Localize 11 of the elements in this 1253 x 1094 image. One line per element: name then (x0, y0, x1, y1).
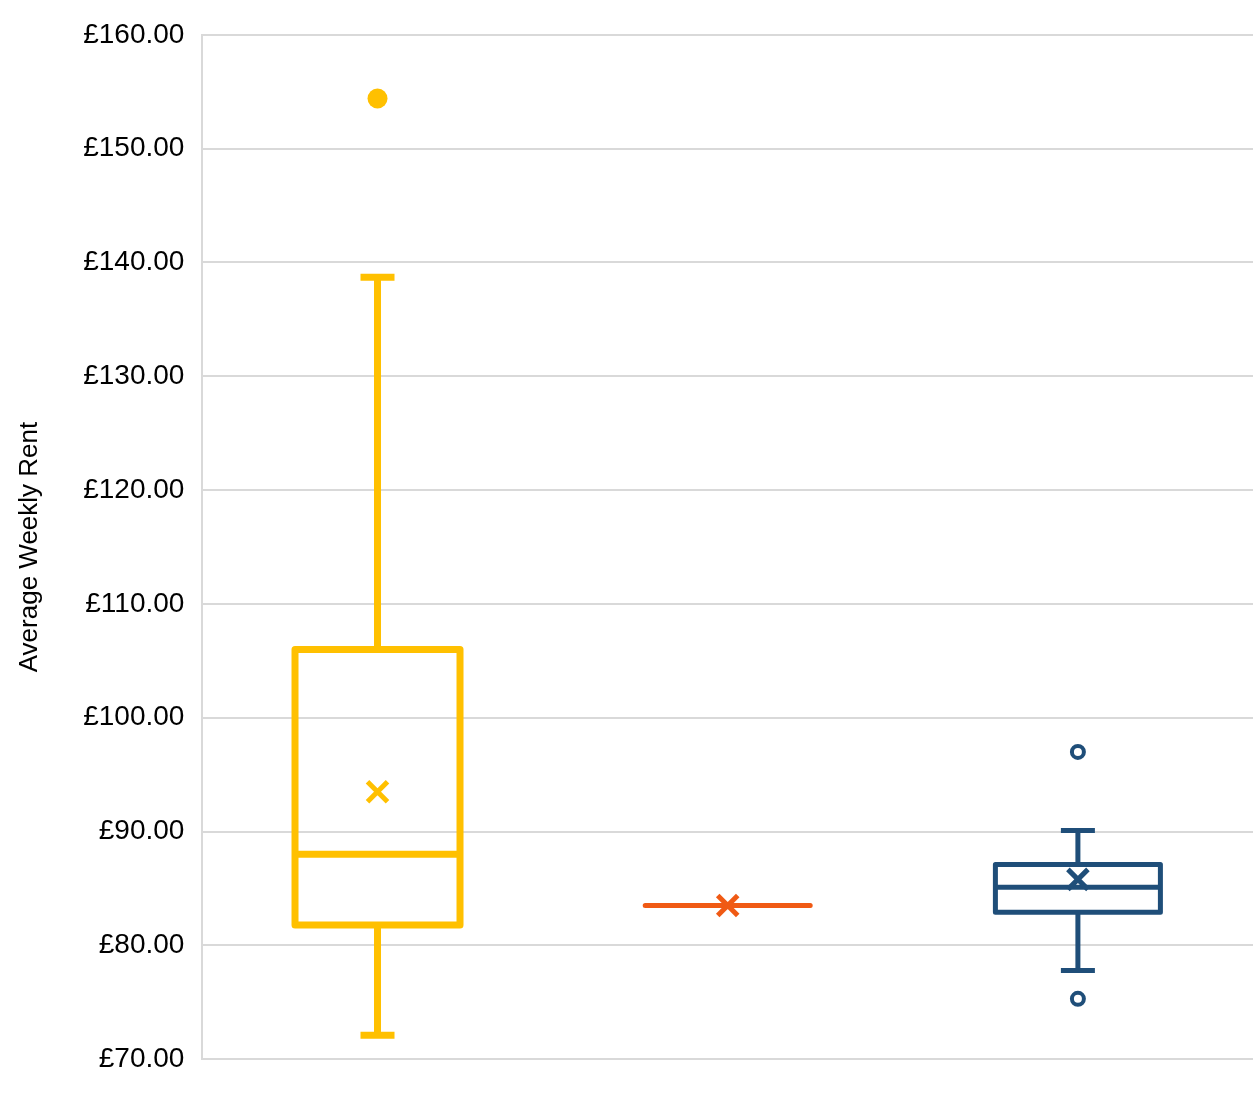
y-tick-label: £140.00 (83, 245, 185, 277)
y-tick-label: £80.00 (98, 928, 185, 960)
y-tick-label: £130.00 (83, 358, 185, 390)
y-tick-label: £90.00 (98, 814, 185, 846)
y-tick-label: £160.00 (83, 17, 185, 49)
y-tick-label: £150.00 (83, 131, 185, 163)
y-tick-label: £70.00 (98, 1041, 185, 1073)
y-tick-label: £120.00 (83, 472, 185, 504)
y-tick-label: £100.00 (83, 700, 185, 732)
y-tick-label: £110.00 (85, 586, 185, 618)
y-axis-title: Average Weekly Rent (12, 420, 43, 673)
